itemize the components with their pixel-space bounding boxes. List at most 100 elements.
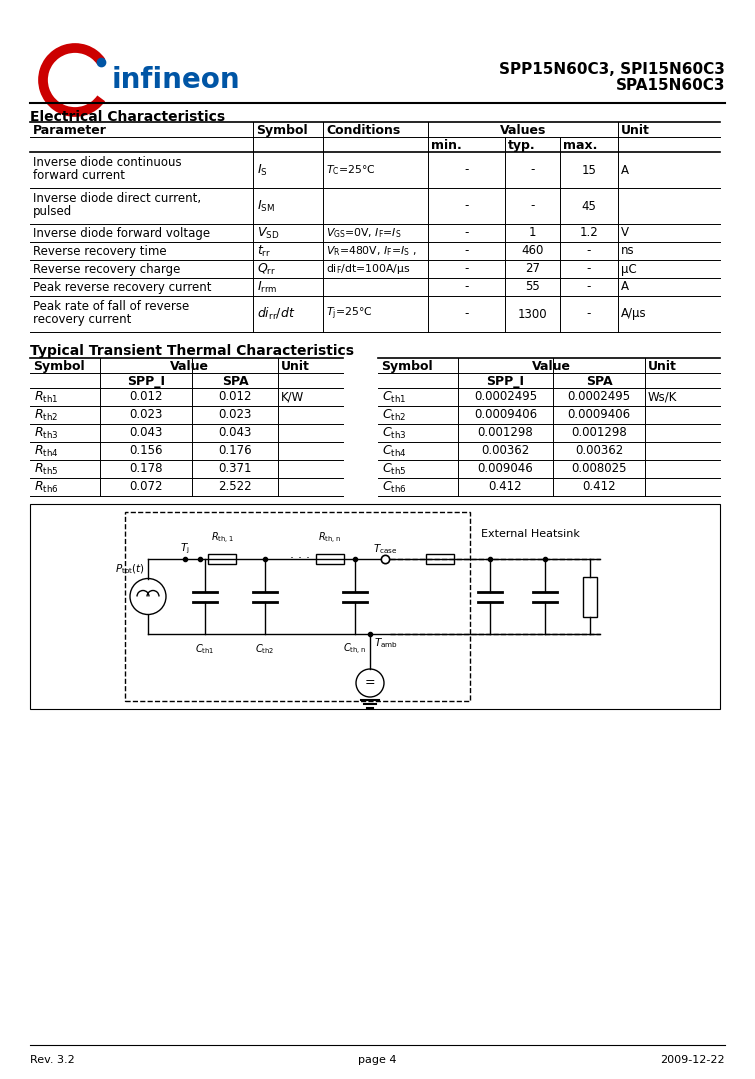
Text: 0.012: 0.012: [129, 391, 163, 404]
Text: pulsed: pulsed: [33, 205, 72, 218]
Text: 0.023: 0.023: [129, 409, 162, 422]
Text: SPA15N60C3: SPA15N60C3: [615, 78, 725, 93]
Text: $C_\mathrm{th3}$: $C_\mathrm{th3}$: [382, 425, 407, 440]
Bar: [125, 513, 470, 701]
Text: $C_\mathrm{th2}$: $C_\mathrm{th2}$: [255, 642, 275, 656]
Text: Peak rate of fall of reverse: Peak rate of fall of reverse: [33, 300, 190, 313]
Text: SPA: SPA: [586, 375, 612, 388]
Text: 0.012: 0.012: [218, 391, 251, 404]
Text: 0.0002495: 0.0002495: [568, 391, 630, 404]
Text: $V_\mathrm{GS}$=0V, $I_\mathrm{F}$=$I_\mathrm{S}$: $V_\mathrm{GS}$=0V, $I_\mathrm{F}$=$I_\m…: [326, 227, 402, 240]
Text: A/μs: A/μs: [621, 308, 646, 320]
Text: SPP_I: SPP_I: [486, 375, 525, 388]
Text: 0.0009406: 0.0009406: [474, 409, 537, 422]
Text: forward current: forward current: [33, 169, 125, 182]
Text: 45: 45: [581, 200, 596, 213]
Text: Inverse diode direct current,: Inverse diode direct current,: [33, 192, 201, 205]
Text: =: =: [365, 677, 375, 689]
Text: -: -: [464, 200, 469, 213]
Text: SPP_I: SPP_I: [127, 375, 165, 388]
Bar: [30, 504, 720, 709]
Text: max.: max.: [563, 139, 597, 152]
Text: infineon: infineon: [112, 66, 241, 94]
Text: Symbol: Symbol: [33, 360, 85, 373]
Text: Ws/K: Ws/K: [648, 391, 677, 404]
Text: Unit: Unit: [648, 360, 677, 373]
Text: 1300: 1300: [518, 308, 547, 320]
Bar: [583, 576, 597, 616]
Bar: [426, 554, 454, 564]
Text: $Q_\mathrm{rr}$: $Q_\mathrm{rr}$: [257, 261, 276, 276]
Text: 0.0002495: 0.0002495: [474, 391, 537, 404]
Text: $R_\mathrm{th2}$: $R_\mathrm{th2}$: [34, 408, 58, 423]
Text: 0.371: 0.371: [218, 463, 251, 476]
Text: Unit: Unit: [621, 124, 650, 137]
Text: $T_\mathrm{j}$=25°C: $T_\mathrm{j}$=25°C: [326, 305, 372, 323]
Text: $T_\mathrm{amb}$: $T_\mathrm{amb}$: [374, 636, 398, 650]
Text: Symbol: Symbol: [256, 124, 307, 137]
Text: $V_\mathrm{SD}$: $V_\mathrm{SD}$: [257, 226, 279, 241]
Text: -: -: [587, 281, 591, 293]
Text: -: -: [587, 262, 591, 275]
Text: Values: Values: [500, 124, 546, 137]
Text: -: -: [530, 164, 535, 177]
Text: K/W: K/W: [281, 391, 304, 404]
Text: $C_\mathrm{th4}$: $C_\mathrm{th4}$: [382, 443, 407, 459]
Text: 0.008025: 0.008025: [572, 463, 627, 476]
Text: 0.043: 0.043: [218, 426, 251, 439]
Text: $R_\mathrm{th1}$: $R_\mathrm{th1}$: [34, 390, 58, 405]
Text: Parameter: Parameter: [33, 124, 107, 137]
Text: $C_\mathrm{th,n}$: $C_\mathrm{th,n}$: [344, 642, 366, 657]
Text: -: -: [587, 308, 591, 320]
Text: -: -: [587, 245, 591, 258]
Text: Reverse recovery charge: Reverse recovery charge: [33, 262, 180, 275]
Text: $C_\mathrm{th5}$: $C_\mathrm{th5}$: [382, 462, 406, 477]
Text: page 4: page 4: [358, 1055, 396, 1065]
Text: $C_\mathrm{th1}$: $C_\mathrm{th1}$: [382, 390, 406, 405]
Text: SPA: SPA: [222, 375, 248, 388]
Text: Conditions: Conditions: [326, 124, 400, 137]
Text: 27: 27: [525, 262, 540, 275]
Text: recovery current: recovery current: [33, 313, 131, 326]
Text: Unit: Unit: [281, 360, 310, 373]
Text: $I_\mathrm{rrm}$: $I_\mathrm{rrm}$: [257, 279, 278, 295]
Text: $R_\mathrm{th,n}$: $R_\mathrm{th,n}$: [319, 531, 341, 546]
Text: μC: μC: [621, 262, 636, 275]
Text: 0.0009406: 0.0009406: [568, 409, 630, 422]
Text: typ.: typ.: [508, 139, 535, 152]
Text: External Heatsink: External Heatsink: [481, 529, 579, 540]
Text: 460: 460: [521, 245, 544, 258]
Text: Peak reverse recovery current: Peak reverse recovery current: [33, 281, 211, 293]
Text: Reverse recovery time: Reverse recovery time: [33, 245, 167, 258]
Text: $C_\mathrm{th6}$: $C_\mathrm{th6}$: [382, 479, 407, 494]
Text: 2009-12-22: 2009-12-22: [661, 1055, 725, 1065]
Text: -: -: [464, 262, 469, 275]
Text: 0.412: 0.412: [488, 480, 522, 493]
Text: 2.522: 2.522: [218, 480, 252, 493]
Text: $R_\mathrm{th3}$: $R_\mathrm{th3}$: [34, 425, 59, 440]
Text: 15: 15: [581, 164, 596, 177]
Text: 0.156: 0.156: [129, 445, 163, 457]
Text: -: -: [464, 308, 469, 320]
Bar: [208, 554, 236, 564]
Text: Typical Transient Thermal Characteristics: Typical Transient Thermal Characteristic…: [30, 344, 354, 358]
Text: Inverse diode continuous: Inverse diode continuous: [33, 156, 182, 169]
Text: 0.176: 0.176: [218, 445, 252, 457]
Text: 0.072: 0.072: [129, 480, 163, 493]
Text: 1: 1: [528, 227, 536, 240]
Text: $I_\mathrm{S}$: $I_\mathrm{S}$: [257, 163, 268, 178]
Text: $t_\mathrm{rr}$: $t_\mathrm{rr}$: [257, 244, 271, 259]
Text: -: -: [464, 245, 469, 258]
Text: $di_\mathrm{rr}/dt$: $di_\mathrm{rr}/dt$: [257, 306, 295, 322]
Text: min.: min.: [431, 139, 462, 152]
Text: di$_\mathrm{F}$/dt=100A/μs: di$_\mathrm{F}$/dt=100A/μs: [326, 262, 411, 276]
Text: 0.00362: 0.00362: [482, 445, 529, 457]
Text: Inverse diode forward voltage: Inverse diode forward voltage: [33, 227, 210, 240]
Text: $R_\mathrm{th4}$: $R_\mathrm{th4}$: [34, 443, 59, 459]
Text: ns: ns: [621, 245, 635, 258]
Text: A: A: [621, 164, 629, 177]
Text: 0.023: 0.023: [218, 409, 251, 422]
Text: $V_\mathrm{R}$=480V, $I_\mathrm{F}$=$I_\mathrm{S}$ ,: $V_\mathrm{R}$=480V, $I_\mathrm{F}$=$I_\…: [326, 244, 417, 258]
Text: Rev. 3.2: Rev. 3.2: [30, 1055, 75, 1065]
Text: 55: 55: [525, 281, 540, 293]
